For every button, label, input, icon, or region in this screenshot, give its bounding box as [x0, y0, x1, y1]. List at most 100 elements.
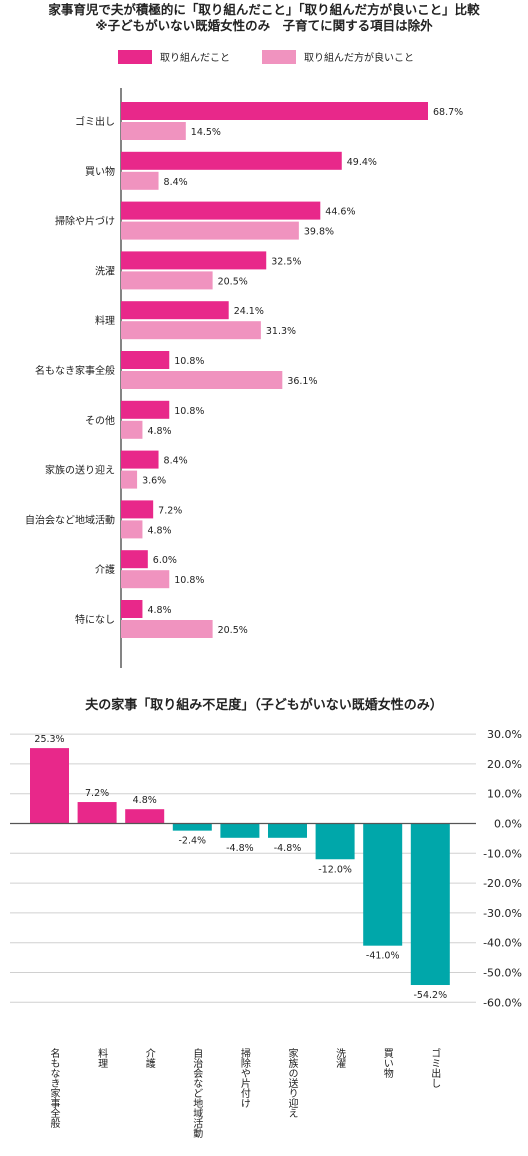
bar-should: [121, 321, 261, 340]
bar-did: [121, 351, 170, 369]
bar-did: [121, 151, 342, 170]
bar-did: [121, 600, 143, 618]
y-tick-label: -60.0%: [483, 996, 522, 1009]
data-label: 24.1%: [234, 306, 264, 317]
bar-should: [121, 171, 159, 190]
data-label: -4.8%: [226, 843, 254, 854]
bar-did: [121, 201, 321, 220]
data-label: 20.5%: [218, 276, 248, 287]
category-label: その他: [85, 414, 115, 427]
bar-did: [121, 550, 148, 569]
bar: [125, 809, 165, 824]
data-label: 6.0%: [153, 555, 177, 566]
category-label: 洗濯: [95, 265, 115, 277]
data-label: 7.2%: [158, 505, 182, 516]
chart1-subtitle: ※子どもがいない既婚女性のみ 子育てに関する項目は除外: [95, 18, 433, 33]
data-label: 31.3%: [266, 326, 296, 337]
data-label: 8.4%: [164, 177, 188, 188]
y-tick-label: 10.0%: [487, 788, 522, 801]
data-label: 20.5%: [218, 625, 248, 636]
data-label: 10.8%: [174, 575, 204, 586]
data-label: 49.4%: [347, 157, 377, 168]
legend-label-1: 取り組んだこと: [160, 51, 230, 64]
data-label: 14.5%: [191, 127, 221, 138]
y-tick-label: 0.0%: [494, 818, 522, 831]
category-label: 名もなき家事全般: [48, 1047, 60, 1129]
y-tick-label: -30.0%: [483, 907, 522, 920]
bar: [172, 823, 212, 831]
data-label: 44.6%: [325, 207, 355, 218]
category-label: 買い物: [381, 1048, 393, 1079]
data-label: 7.2%: [85, 788, 109, 799]
data-label: 25.3%: [34, 734, 64, 745]
bar-should: [121, 371, 283, 389]
category-label: 自治会など地域活動: [191, 1047, 203, 1139]
y-tick-label: -10.0%: [483, 847, 522, 860]
bar: [268, 823, 307, 838]
category-label: 介護: [95, 563, 115, 576]
data-label: 36.1%: [287, 376, 317, 387]
category-label: 特になし: [75, 614, 115, 626]
chart1-title: 家事育児で夫が積極的に「取り組んだこと」「取り組んだ方が良いこと」比較: [48, 2, 480, 17]
category-label: ゴミ出し: [429, 1047, 440, 1088]
data-label: -41.0%: [366, 951, 400, 962]
bar-did: [121, 450, 159, 469]
bar-should: [121, 470, 138, 489]
bar-did: [121, 102, 428, 120]
chart2-title: 夫の家事「取り組み不足度」（子どもがいない既婚女性のみ）: [85, 698, 443, 713]
data-label: 68.7%: [433, 107, 463, 118]
y-tick-label: -50.0%: [483, 967, 522, 980]
category-label: 料理: [96, 1047, 108, 1068]
y-tick-label: -20.0%: [483, 877, 522, 890]
data-label: 10.8%: [174, 406, 204, 417]
data-label: 8.4%: [164, 456, 188, 467]
bar-should: [121, 122, 186, 140]
bar: [77, 802, 117, 824]
bar: [363, 823, 403, 946]
category-label: 名もなき家事全般: [35, 364, 115, 377]
legend-label-2: 取り組んだ方が良いこと: [304, 51, 414, 64]
bar-should: [121, 221, 299, 240]
legend-swatch-2: [262, 50, 296, 64]
category-label: 洗濯: [334, 1048, 346, 1069]
bar-did: [121, 500, 154, 519]
y-tick-label: 20.0%: [487, 758, 522, 771]
bar-did: [121, 400, 170, 419]
legend-swatch-1: [118, 50, 152, 64]
bar: [410, 823, 450, 986]
data-label: 10.8%: [174, 356, 204, 367]
category-label: 家族の送り迎え: [45, 464, 115, 477]
category-label: 家族の送り迎え: [286, 1047, 298, 1118]
data-label: -54.2%: [413, 990, 447, 1001]
category-label: 掃除や片づけ: [55, 215, 115, 228]
data-label: 4.8%: [133, 795, 157, 806]
data-label: 32.5%: [271, 256, 301, 267]
bar: [220, 823, 260, 838]
data-label: -12.0%: [318, 864, 352, 875]
bar-did: [121, 301, 229, 320]
bar-should: [121, 271, 213, 290]
category-label: 介護: [143, 1048, 155, 1069]
bar: [315, 823, 355, 860]
bar-should: [121, 420, 143, 439]
data-label: 4.8%: [147, 525, 171, 536]
category-label: 自治会など地域活動: [25, 513, 115, 526]
category-label: 掃除や片付け: [238, 1047, 250, 1108]
category-label: ゴミ出し: [75, 115, 115, 128]
y-tick-label: -40.0%: [483, 937, 522, 950]
data-label: -2.4%: [179, 836, 207, 847]
data-label: 3.6%: [142, 476, 166, 487]
category-label: 買い物: [85, 165, 115, 178]
data-label: -4.8%: [274, 843, 302, 854]
data-label: 39.8%: [304, 227, 334, 238]
y-tick-label: 30.0%: [487, 728, 522, 741]
data-label: 4.8%: [147, 426, 171, 437]
bar-should: [121, 570, 170, 589]
bar: [30, 748, 69, 824]
category-label: 料理: [95, 314, 115, 327]
bar-should: [121, 520, 143, 539]
bar-should: [121, 620, 213, 638]
bar-did: [121, 251, 267, 270]
